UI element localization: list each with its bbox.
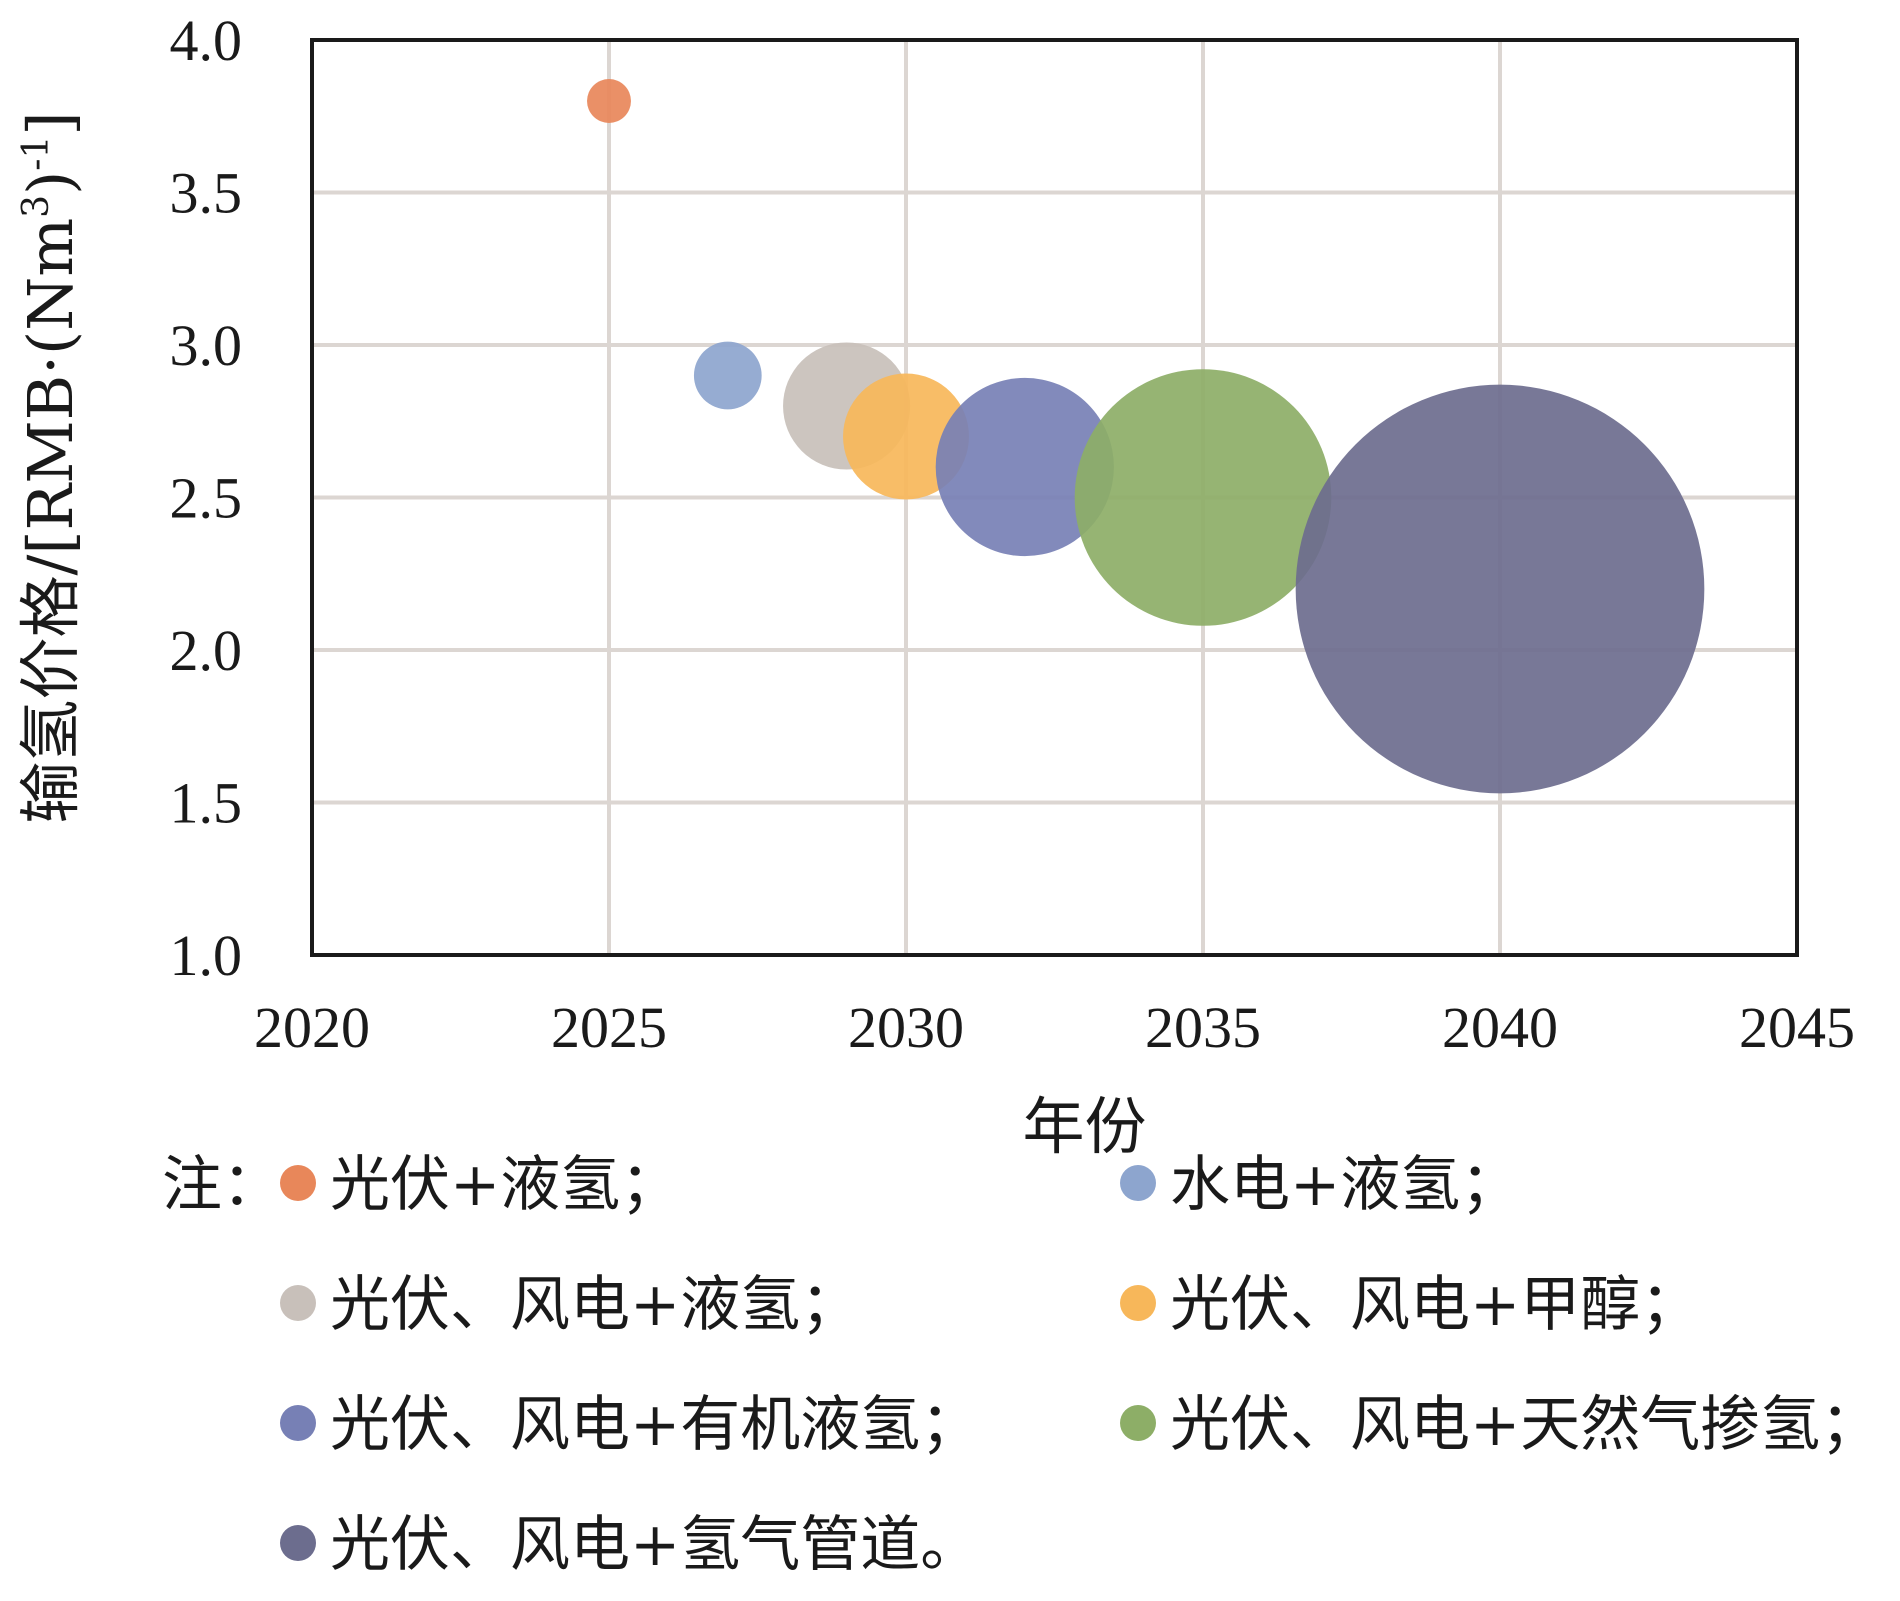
bubble-5 (935, 377, 1114, 557)
y-axis-title-sup1: 3 (16, 195, 57, 218)
legend-marker-1 (280, 1165, 316, 1201)
x-tick-label-2020: 2020 (254, 995, 370, 1060)
y-tick-label-3.5: 3.5 (170, 161, 243, 226)
legend-label-4: 光伏、风电+甲醇； (1170, 1270, 1700, 1340)
y-tick-label-4.0: 4.0 (170, 8, 243, 73)
legend-label-7: 光伏、风电+氢气管道。 (330, 1510, 980, 1580)
bubble-6 (1074, 369, 1332, 626)
x-axis-ticks: 2020 2025 2030 2035 2040 2045 (254, 995, 1855, 1060)
legend-label-6: 光伏、风电+天然气掺氢； (1170, 1390, 1880, 1460)
legend-label-5: 光伏、风电+有机液氢； (330, 1390, 980, 1460)
bubble-7 (1295, 384, 1705, 794)
y-axis-ticks: 1.0 1.5 2.0 2.5 3.0 3.5 4.0 (170, 8, 243, 988)
grid-lines (312, 40, 1797, 955)
x-tick-label-2025: 2025 (551, 995, 667, 1060)
y-tick-label-1.5: 1.5 (170, 771, 243, 836)
legend-marker-5 (280, 1405, 316, 1441)
bubble-series (587, 79, 1705, 794)
x-tick-label-2030: 2030 (848, 995, 964, 1060)
y-axis-title: 输氢价格/[RMB·(Nm3)-1] (14, 111, 87, 823)
legend-label-2: 水电+液氢； (1170, 1150, 1520, 1220)
bubble-2 (693, 341, 762, 410)
x-axis-title: 年份 (1022, 1090, 1146, 1163)
plot-frame (310, 38, 1799, 957)
legend-label-3: 光伏、风电+液氢； (330, 1270, 860, 1340)
y-axis-title-sup2: -1 (16, 136, 57, 171)
y-tick-label-1.0: 1.0 (170, 923, 243, 988)
y-tick-label-3.0: 3.0 (170, 313, 243, 378)
legend: 光伏+液氢； 水电+液氢； 光伏、风电+液氢； 光伏、风电+甲醇； 光伏、风电+有机液氢… (280, 1150, 1880, 1580)
bubble-1 (587, 79, 631, 123)
legend-marker-4 (1120, 1285, 1156, 1321)
legend-marker-7 (280, 1525, 316, 1561)
x-tick-label-2040: 2040 (1442, 995, 1558, 1060)
y-axis-title-end: ] (14, 111, 87, 135)
y-tick-label-2.5: 2.5 (170, 466, 243, 531)
x-tick-label-2035: 2035 (1145, 995, 1261, 1060)
y-axis-title-mid: ) (14, 171, 87, 195)
x-tick-label-2045: 2045 (1739, 995, 1855, 1060)
y-tick-label-2.0: 2.0 (170, 618, 243, 683)
y-axis-title-main: 输氢价格/[RMB·(Nm (14, 218, 87, 824)
legend-marker-2 (1120, 1165, 1156, 1201)
legend-prefix: 注： (162, 1150, 282, 1220)
legend-label-1: 光伏+液氢； (330, 1150, 680, 1220)
legend-marker-6 (1120, 1405, 1156, 1441)
legend-marker-3 (280, 1285, 316, 1321)
